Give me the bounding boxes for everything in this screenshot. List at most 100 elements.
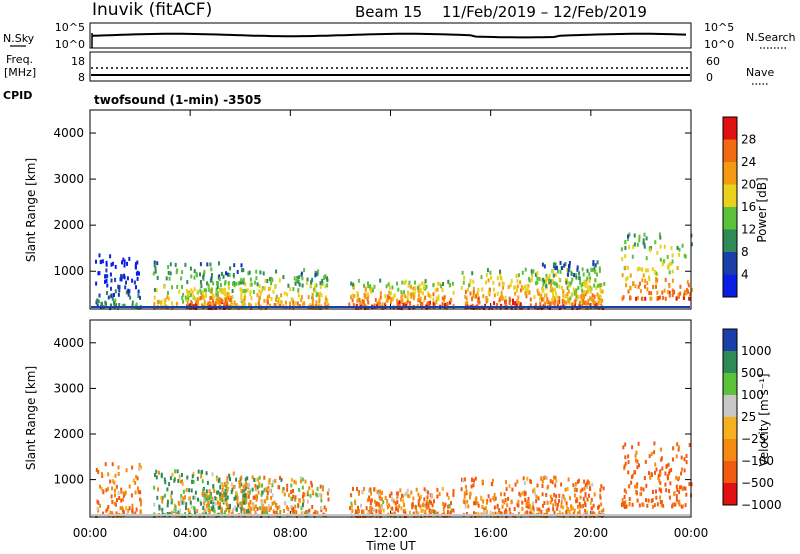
power-echo-cell [583, 282, 586, 287]
power-echo-cell [226, 291, 229, 296]
power-echo-cell [320, 293, 323, 298]
velocity-echo-cell [452, 508, 455, 513]
power-colorbar-tick: 20 [741, 178, 756, 192]
power-echo-cell [689, 292, 691, 296]
power-echo-cell [583, 279, 586, 284]
velocity-echo-cell [526, 476, 529, 481]
velocity-echo-cell [308, 486, 311, 491]
velocity-echo-cell [635, 490, 638, 494]
power-echo-cell [250, 296, 253, 301]
velocity-echo-cell [540, 509, 543, 514]
velocity-echo-cell [205, 503, 208, 508]
power-echo-cell [601, 289, 604, 294]
velocity-echo-cell [261, 483, 263, 488]
velocity-echo-cell [404, 511, 407, 516]
power-echo-cell [318, 297, 321, 302]
power-echo-cell [220, 298, 223, 303]
velocity-echo-cell [659, 447, 662, 452]
power-echo-cell [547, 300, 550, 305]
velocity-echo-cell [576, 504, 579, 509]
power-echo-cell [118, 285, 121, 289]
power-echo-cell [521, 270, 524, 275]
velocity-echo-cell [489, 498, 492, 503]
power-echo-cell [632, 281, 635, 285]
power-echo-cell [554, 266, 557, 271]
power-echo-cell [217, 294, 219, 299]
power-echo-cell [121, 260, 123, 265]
velocity-echo-cell [322, 487, 324, 492]
velocity-echo-cell [578, 502, 581, 506]
velocity-echo-cell [193, 506, 196, 510]
power-echo-cell [655, 284, 657, 289]
power-frame [89, 109, 692, 310]
velocity-echo-cell [404, 492, 407, 497]
velocity-echo-cell [507, 496, 510, 501]
power-echo-cell [319, 291, 322, 296]
power-echo-cell [286, 292, 289, 297]
velocity-echo-cell [446, 509, 449, 514]
power-echo-cell [649, 248, 652, 253]
velocity-echo-cell [423, 487, 426, 492]
velocity-echo-cell [491, 478, 494, 483]
velocity-echo-cell [297, 503, 300, 508]
power-echo-cell [236, 270, 239, 274]
velocity-echo-cell [473, 501, 475, 506]
power-echo-cell [585, 300, 588, 305]
velocity-echo-cell [411, 505, 414, 510]
power-echo-cell [632, 244, 635, 249]
velocity-echo-cell [569, 496, 571, 501]
velocity-echo-cell [656, 502, 659, 507]
power-echo-cell [650, 291, 653, 296]
velocity-echo-cell [316, 510, 319, 515]
power-echo-cell [671, 269, 674, 274]
velocity-echo-cell [244, 497, 247, 502]
velocity-echo-cell [657, 473, 660, 478]
velocity-echo-cell [282, 487, 285, 492]
power-echo-cell [269, 303, 272, 308]
power-echo-cell [114, 289, 117, 294]
power-echo-cell [671, 288, 674, 293]
power-echo-cell [400, 295, 403, 300]
power-echo-cell [203, 300, 206, 305]
velocity-echo-cell [621, 498, 624, 502]
velocity-echo-cell [178, 474, 181, 479]
velocity-echo-cell [558, 498, 560, 503]
power-echo-cell [156, 275, 159, 280]
power-echo-cell [426, 302, 429, 307]
power-echo-cell [552, 300, 554, 305]
velocity-echo-cell [131, 508, 134, 513]
velocity-echo-cell [264, 499, 267, 504]
velocity-echo-cell [140, 499, 142, 504]
velocity-echo-cell [249, 511, 252, 516]
power-echo-cell [366, 292, 369, 297]
velocity-echo-cell [208, 503, 210, 508]
power-echo-cell [540, 297, 543, 302]
velocity-echo-cell [573, 493, 576, 498]
power-echo-cell [396, 298, 399, 303]
velocity-echo-cell [288, 493, 291, 498]
power-echo-cell [586, 268, 589, 273]
velocity-echo-cell [523, 490, 526, 495]
power-echo-cell [589, 287, 592, 292]
velocity-echo-cell [649, 475, 652, 480]
velocity-colorbar-tick: 1000 [741, 344, 772, 358]
power-echo-cell [270, 276, 273, 281]
velocity-echo-cell [564, 487, 567, 492]
power-echo-cell [587, 289, 590, 294]
velocity-echo-cell [203, 494, 206, 499]
power-echo-cell [138, 271, 140, 276]
velocity-echo-cell [202, 488, 205, 493]
power-echo-cell [633, 233, 636, 238]
velocity-echo-cell [417, 511, 420, 516]
power-echo-cell [568, 261, 571, 265]
power-echo-cell [594, 278, 597, 283]
power-echo-cell [125, 290, 128, 295]
power-echo-cell [101, 259, 104, 264]
velocity-echo-cell [494, 511, 497, 516]
power-echo-cell [308, 303, 311, 308]
velocity-echo-cell [298, 488, 301, 492]
velocity-echo-cell [258, 482, 261, 487]
velocity-echo-cell [536, 483, 539, 488]
power-echo-cell [249, 282, 252, 287]
velocity-echo-cell [299, 476, 302, 481]
